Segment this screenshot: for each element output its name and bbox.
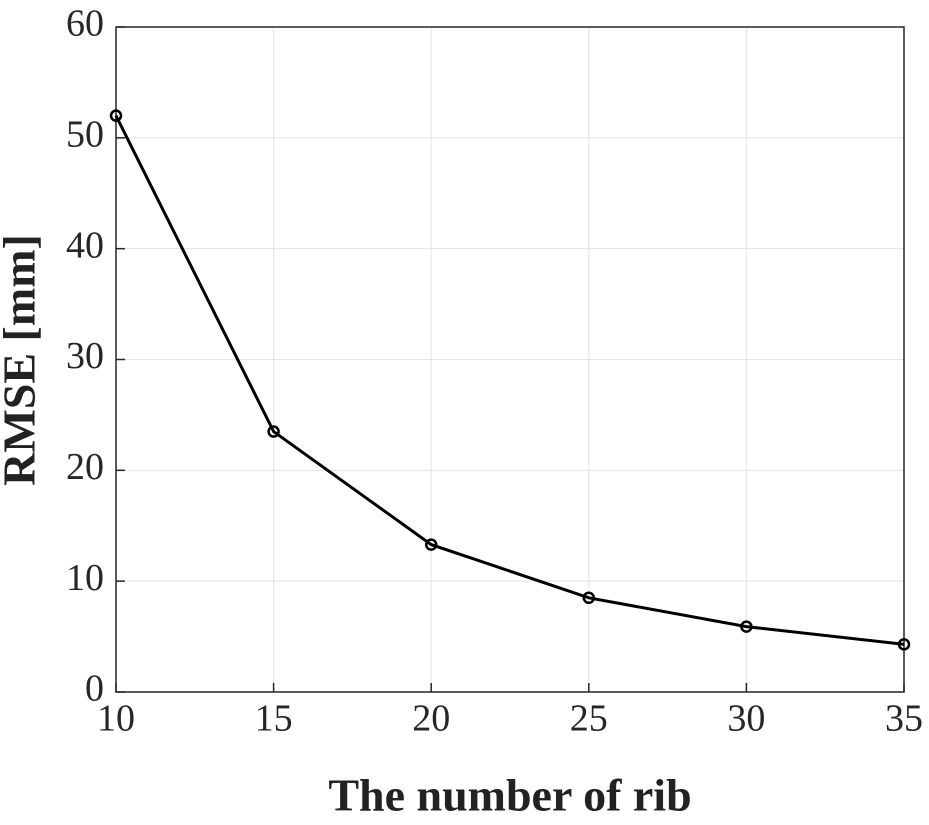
- y-tick-label: 30: [66, 335, 104, 377]
- marker: [897, 638, 911, 651]
- marker: [267, 425, 280, 438]
- y-tick-label: 10: [66, 557, 104, 599]
- x-tick-label: 25: [570, 698, 608, 740]
- y-tick-label: 50: [66, 114, 104, 156]
- y-tick-label: 0: [85, 668, 104, 710]
- line: [114, 114, 905, 646]
- x-axis-label: The number of rib: [328, 770, 691, 821]
- y-axis-label: RMSE [mm]: [0, 234, 45, 486]
- marker: [582, 591, 596, 605]
- marker: [109, 109, 123, 122]
- x-tick-label: 30: [727, 698, 765, 740]
- y-tick-label: 20: [66, 446, 104, 488]
- y-tick-label: 60: [66, 3, 104, 45]
- plot-frame: [115, 26, 905, 693]
- marker: [424, 538, 438, 551]
- x-tick-label: 10: [97, 698, 135, 740]
- x-tick-label: 15: [255, 698, 293, 740]
- x-tick-label: 35: [885, 698, 923, 740]
- y-tick-label: 40: [66, 224, 104, 266]
- x-tick-label: 20: [412, 698, 450, 740]
- marker: [740, 620, 753, 633]
